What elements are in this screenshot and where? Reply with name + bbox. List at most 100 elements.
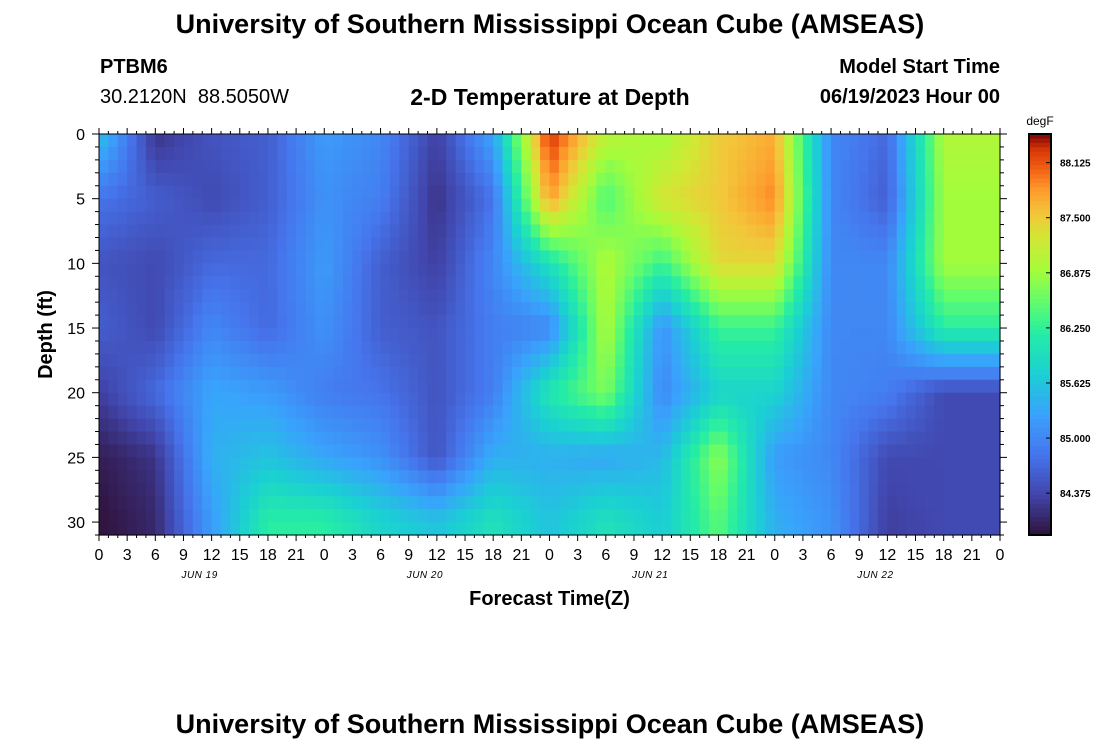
colorbar-segment	[1029, 138, 1051, 144]
heatmap-cell	[418, 405, 429, 420]
heatmap-cell	[305, 457, 316, 471]
heatmap-cell	[849, 340, 860, 355]
heatmap-cell	[755, 276, 766, 290]
heatmap-cell	[840, 483, 851, 497]
colorbar-segment	[1029, 214, 1051, 220]
heatmap-cell	[127, 134, 138, 148]
heatmap-cell	[249, 224, 260, 239]
heatmap-cell	[624, 483, 635, 497]
heatmap-cell	[887, 328, 898, 342]
heatmap-cell	[840, 134, 851, 148]
heatmap-cell	[821, 405, 832, 420]
heatmap-cell	[587, 134, 598, 148]
heatmap-cell	[718, 457, 729, 471]
heatmap-cell	[314, 418, 325, 433]
heatmap-cell	[380, 392, 391, 407]
heatmap-cell	[314, 457, 325, 471]
heatmap-cell	[831, 379, 842, 394]
heatmap-cell	[343, 379, 354, 394]
heatmap-cell	[680, 302, 691, 316]
heatmap-cell	[755, 457, 766, 471]
heatmap-cell	[784, 211, 795, 226]
heatmap-cell	[558, 340, 569, 355]
heatmap-cell	[361, 379, 372, 394]
heatmap-cell	[465, 328, 476, 342]
heatmap-cell	[859, 340, 870, 355]
heatmap-cell	[755, 146, 766, 161]
heatmap-cell	[737, 250, 748, 264]
heatmap-cell	[671, 457, 682, 471]
colorbar-segment	[1029, 343, 1051, 349]
heatmap-cell	[446, 224, 457, 239]
heatmap-cell	[943, 263, 954, 277]
heatmap-cell	[718, 134, 729, 148]
heatmap-cell	[971, 379, 982, 394]
heatmap-cell	[718, 146, 729, 161]
heatmap-cell	[230, 276, 241, 290]
heatmap-cell	[127, 302, 138, 316]
heatmap-cell	[727, 250, 738, 264]
heatmap-cell	[887, 198, 898, 213]
heatmap-cell	[305, 172, 316, 187]
heatmap-cell	[624, 224, 635, 239]
heatmap-cell	[305, 250, 316, 264]
heatmap-cell	[699, 353, 710, 368]
heatmap-cell	[737, 483, 748, 497]
heatmap-cell	[924, 470, 935, 484]
heatmap-cell	[333, 237, 344, 252]
heatmap-cell	[906, 379, 917, 394]
heatmap-cell	[493, 366, 504, 381]
heatmap-cell	[493, 159, 504, 174]
heatmap-cell	[99, 483, 109, 497]
heatmap-cell	[643, 379, 654, 394]
heatmap-cell	[981, 444, 992, 458]
heatmap-cell	[615, 185, 626, 200]
heatmap-cell	[483, 392, 494, 407]
heatmap-cell	[990, 198, 1001, 213]
heatmap-cell	[145, 185, 156, 200]
heatmap-cell	[230, 509, 241, 523]
heatmap-cell	[971, 366, 982, 381]
heatmap-cell	[859, 483, 870, 497]
colorbar-segment	[1029, 178, 1051, 184]
heatmap-cell	[990, 353, 1001, 368]
heatmap-cell	[108, 172, 119, 187]
heatmap-cell	[859, 276, 870, 290]
heatmap-cell	[802, 522, 813, 536]
heatmap-cell	[183, 483, 194, 497]
heatmap-cell	[981, 496, 992, 510]
heatmap-cell	[680, 470, 691, 484]
heatmap-cell	[408, 172, 419, 187]
heatmap-cell	[99, 328, 109, 342]
heatmap-cell	[849, 250, 860, 264]
heatmap-cell	[483, 470, 494, 484]
heatmap-cell	[389, 250, 400, 264]
heatmap-cell	[408, 483, 419, 497]
heatmap-cell	[174, 509, 185, 523]
heatmap-cell	[511, 431, 522, 446]
heatmap-cell	[221, 289, 231, 303]
heatmap-cell	[906, 405, 917, 420]
heatmap-cell	[174, 340, 185, 355]
heatmap-cell	[277, 392, 288, 407]
heatmap-cell	[230, 224, 241, 239]
colorbar-segment	[1029, 156, 1051, 162]
heatmap-cell	[258, 237, 269, 252]
heatmap-cell	[455, 483, 466, 497]
heatmap-cell	[108, 457, 119, 471]
heatmap-cell	[540, 198, 551, 213]
heatmap-cell	[145, 211, 156, 226]
heatmap-cell	[427, 353, 438, 368]
heatmap-cell	[521, 250, 532, 264]
heatmap-cell	[924, 496, 935, 510]
heatmap-cell	[596, 470, 607, 484]
heatmap-cell	[643, 392, 654, 407]
heatmap-cell	[258, 470, 269, 484]
heatmap-cell	[774, 185, 785, 200]
heatmap-cell	[511, 185, 522, 200]
heatmap-cell	[915, 457, 926, 471]
heatmap-cell	[258, 250, 269, 264]
heatmap-cell	[380, 237, 391, 252]
heatmap-cell	[924, 431, 935, 446]
heatmap-cell	[727, 405, 738, 420]
